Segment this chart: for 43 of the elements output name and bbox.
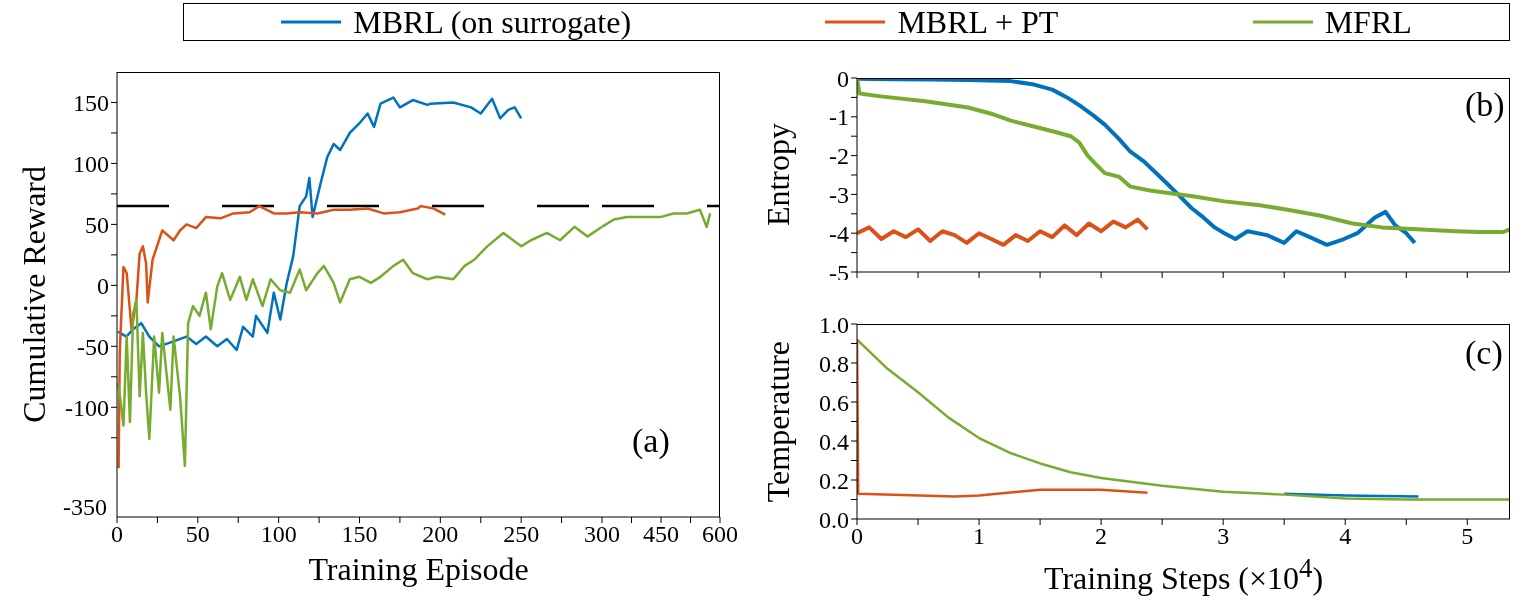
x-tick-label: 1: [973, 523, 986, 550]
y-tick-label: 0: [837, 65, 849, 92]
x-tick-label: 450: [643, 521, 679, 548]
annotation: (b): [1465, 86, 1505, 124]
x-tick-label: 600: [702, 521, 738, 548]
y-tick-label: -50: [77, 333, 109, 360]
legend-label: MBRL (on surrogate): [353, 3, 632, 41]
y-axis-title: Temperature: [760, 340, 797, 503]
x-tick-label: 200: [422, 521, 459, 548]
annotation: (a): [632, 422, 670, 460]
x-tick-label: 100: [260, 521, 297, 548]
x-tick-label: 50: [185, 521, 210, 548]
x-tick-label: 2: [1095, 523, 1108, 550]
y-tick-label: -2: [829, 143, 849, 170]
y-tick-label: 0.6: [819, 389, 849, 416]
x-tick-label: 4: [1339, 523, 1352, 550]
y-tick-label: -100: [65, 394, 109, 421]
y-axis-title: Cumulative Reward: [16, 166, 53, 423]
x-axis-title: Training Steps (×10$^{4}$): [1042, 553, 1325, 597]
y-tick-label: 1.0: [819, 311, 849, 338]
y-axis-title: Entropy: [760, 123, 797, 227]
x-tick-label: 150: [341, 521, 378, 548]
y-tick-label: 100: [73, 150, 109, 177]
legend-label: MBRL + PT: [897, 3, 1059, 41]
x-tick-label: 5: [1461, 523, 1474, 550]
x-tick-label: 3: [1217, 523, 1230, 550]
x-tick-label: 300: [584, 521, 620, 548]
y-tick-label: 0.2: [819, 467, 849, 494]
y-tick-label: 0.0: [819, 506, 849, 533]
text: -350: [63, 494, 107, 521]
legend-label: MFRL: [1324, 3, 1412, 41]
x-tick-label: 250: [503, 521, 540, 548]
y-tick-label: -5: [829, 259, 849, 286]
y-tick-label: -3: [829, 181, 849, 208]
y-tick-label: -4: [829, 220, 849, 247]
annotation: (c): [1465, 334, 1503, 372]
y-tick-label: 150: [73, 90, 109, 116]
y-tick-label: -1: [829, 104, 849, 131]
y-tick-label: 50: [85, 211, 109, 238]
y-tick-label: 0.8: [819, 350, 849, 377]
x-axis-title: Training Episode: [307, 551, 530, 588]
y-tick-label: 0: [97, 272, 109, 299]
y-tick-label: 0.4: [819, 428, 849, 455]
